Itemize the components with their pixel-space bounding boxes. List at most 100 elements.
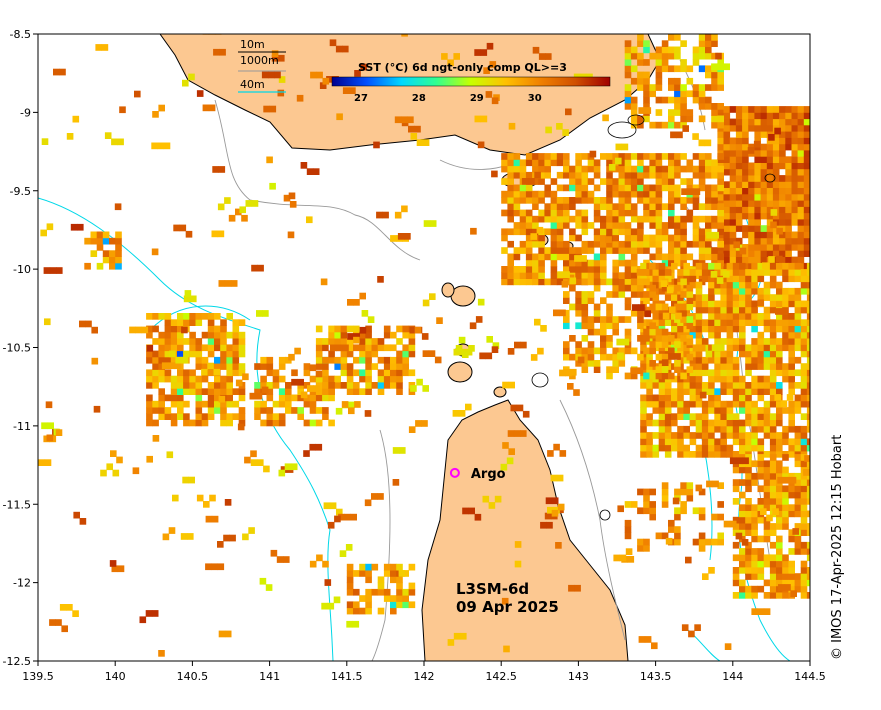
sst-pixel bbox=[618, 228, 626, 236]
sst-pixel bbox=[705, 184, 712, 192]
sst-pixel bbox=[686, 165, 694, 173]
sst-pixel bbox=[806, 438, 810, 446]
sst-pixel bbox=[649, 165, 656, 173]
sst-pixel bbox=[214, 394, 221, 402]
sst-pixel bbox=[353, 588, 360, 596]
sst-pixel bbox=[220, 363, 227, 370]
sst-pixel bbox=[674, 234, 681, 242]
sst-pixel bbox=[806, 300, 810, 308]
sst-pixel bbox=[249, 392, 257, 400]
sst-pixel bbox=[806, 275, 810, 283]
sst-pixel bbox=[469, 322, 477, 330]
sst-pixel bbox=[532, 278, 539, 286]
sst-pixel bbox=[396, 350, 403, 358]
sst-pixel bbox=[683, 388, 690, 395]
sst-pixel bbox=[618, 253, 626, 261]
sst-pixel bbox=[328, 394, 335, 402]
sst-pixel bbox=[359, 356, 366, 364]
sst-pixel bbox=[550, 247, 558, 254]
sst-pixel bbox=[468, 507, 475, 515]
sst-pixel bbox=[348, 401, 355, 409]
argo-float-icon bbox=[449, 467, 460, 478]
sst-pixel bbox=[745, 275, 752, 283]
sst-pixel bbox=[556, 184, 564, 192]
sst-pixel bbox=[800, 413, 808, 420]
sst-pixel bbox=[398, 570, 406, 577]
sst-pixel bbox=[315, 338, 323, 345]
sst-pixel bbox=[711, 103, 718, 110]
sst-pixel bbox=[800, 344, 808, 352]
sst-pixel bbox=[803, 231, 810, 239]
sst-pixel bbox=[501, 159, 508, 167]
sst-pixel bbox=[769, 300, 777, 308]
sst-pixel bbox=[785, 181, 792, 188]
sst-pixel bbox=[735, 187, 743, 195]
sst-pixel bbox=[732, 451, 740, 458]
sst-pixel bbox=[695, 363, 703, 370]
sst-pixel bbox=[757, 388, 765, 395]
sst-pixel bbox=[785, 106, 792, 113]
sst-pixel bbox=[183, 413, 190, 420]
sst-pixel bbox=[806, 313, 810, 320]
sst-pixel bbox=[556, 278, 564, 286]
sst-pixel bbox=[776, 541, 783, 549]
sst-pixel bbox=[779, 143, 786, 151]
sst-pixel bbox=[402, 369, 409, 377]
sst-pixel bbox=[800, 504, 808, 511]
sst-pixel bbox=[677, 394, 684, 402]
sst-pixel bbox=[224, 280, 232, 287]
sst-pixel bbox=[640, 400, 647, 408]
sst-pixel bbox=[748, 200, 755, 207]
sst-pixel bbox=[593, 316, 601, 323]
sst-pixel bbox=[624, 328, 632, 336]
sst-pixel bbox=[751, 504, 758, 511]
sst-pixel bbox=[315, 394, 323, 402]
sst-pixel bbox=[735, 118, 743, 126]
sst-pixel bbox=[806, 287, 810, 295]
sst-pixel bbox=[668, 190, 675, 198]
sst-pixel bbox=[315, 325, 323, 333]
sst-pixel bbox=[791, 187, 799, 195]
sst-pixel bbox=[757, 356, 765, 364]
sst-pixel bbox=[680, 335, 687, 342]
sst-pixel bbox=[502, 381, 509, 389]
sst-pixel bbox=[624, 153, 632, 160]
sst-pixel bbox=[692, 240, 700, 248]
sst-pixel bbox=[248, 527, 255, 534]
sst-pixel bbox=[705, 222, 712, 229]
sst-pixel bbox=[250, 450, 257, 458]
sst-pixel bbox=[810, 150, 817, 157]
sst-pixel bbox=[624, 222, 632, 229]
sst-pixel bbox=[680, 291, 687, 298]
sst-pixel bbox=[655, 46, 663, 54]
sst-pixel bbox=[321, 602, 328, 610]
sst-pixel bbox=[624, 71, 632, 79]
sst-pixel bbox=[729, 124, 737, 132]
sst-pixel bbox=[90, 237, 98, 245]
sst-pixel bbox=[714, 338, 721, 345]
sst-pixel bbox=[717, 253, 724, 261]
sst-pixel bbox=[538, 278, 545, 286]
sst-pixel bbox=[214, 382, 221, 389]
sst-pixel bbox=[704, 139, 712, 147]
sst-pixel bbox=[739, 548, 746, 555]
sst-pixel bbox=[714, 262, 721, 270]
sst-pixel bbox=[717, 203, 724, 210]
sst-pixel bbox=[751, 262, 758, 270]
sst-pixel bbox=[701, 300, 709, 308]
sst-pixel bbox=[754, 124, 761, 132]
sst-pixel bbox=[794, 306, 802, 314]
sst-pixel bbox=[501, 234, 508, 242]
sst-pixel bbox=[151, 142, 158, 150]
sst-pixel bbox=[322, 394, 329, 402]
sst-pixel bbox=[658, 438, 666, 446]
sst-pixel bbox=[782, 363, 789, 370]
sst-pixel bbox=[789, 476, 797, 484]
sst-pixel-layer bbox=[38, 34, 817, 657]
sst-pixel bbox=[661, 165, 669, 173]
sst-pixel bbox=[729, 162, 737, 170]
sst-pixel bbox=[745, 394, 752, 402]
sst-pixel bbox=[285, 382, 292, 389]
sst-pixel bbox=[261, 71, 269, 79]
sst-pixel bbox=[754, 244, 761, 251]
